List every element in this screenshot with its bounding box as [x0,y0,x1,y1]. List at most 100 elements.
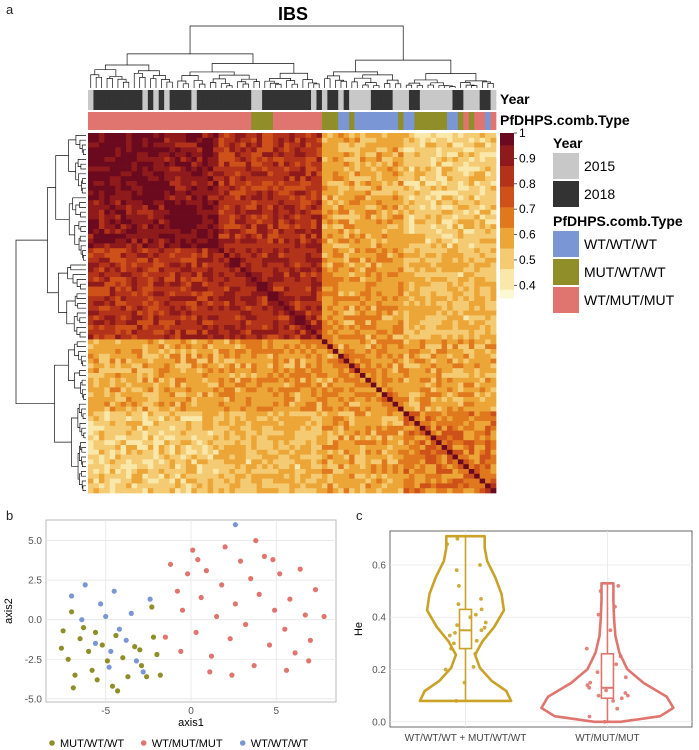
heatmap-cell [131,353,138,359]
heatmap-cell [93,253,100,259]
year-annotation-cell [490,90,497,110]
heatmap-cell [169,286,176,292]
heatmap-cell [202,137,209,143]
heatmap-cell [120,277,127,283]
heatmap-cell [240,325,247,331]
heatmap-cell [321,257,328,263]
heatmap-cell [147,339,154,345]
heatmap-cell [126,229,132,235]
heatmap-cell [381,195,388,201]
heatmap-cell [332,344,339,350]
heatmap-cell [262,142,268,148]
heatmap-cell [93,272,100,278]
heatmap-cell [457,200,464,206]
heatmap-cell [343,329,350,335]
heatmap-cell [370,411,377,417]
heatmap-cell [311,373,317,379]
heatmap-cell [403,152,410,158]
heatmap-cell [262,147,268,153]
heatmap-cell [447,176,453,182]
heatmap-cell [120,190,127,196]
heatmap-cell [452,243,459,249]
heatmap-cell [403,248,410,254]
heatmap-cell [327,310,334,316]
heatmap-cell [224,224,230,230]
heatmap-cell [452,277,459,283]
heatmap-cell [169,315,176,321]
heatmap-cell [104,329,111,335]
heatmap-cell [376,301,383,307]
heatmap-cell [218,353,225,359]
heatmap-cell [196,277,203,283]
heatmap-cell [147,161,154,167]
heatmap-cell [436,205,442,211]
heatmap-cell [153,353,160,359]
heatmap-cell [175,238,181,244]
heatmap-cell [327,272,334,278]
heatmap-cell [213,161,219,167]
heatmap-cell [392,253,399,259]
heatmap-cell [240,176,247,182]
heatmap-cell [207,406,214,412]
heatmap-cell [104,147,111,153]
heatmap-cell [256,281,263,287]
heatmap-cell [234,277,241,283]
heatmap-cell [354,142,361,148]
heatmap-cell [485,277,491,283]
heatmap-cell [300,416,306,422]
heatmap-cell [376,161,383,167]
type-annotation-cell [272,112,279,130]
heatmap-cell [452,161,459,167]
heatmap-cell [158,382,165,388]
type-annotation-cell [218,112,225,130]
heatmap-cell [109,305,116,311]
heatmap-cell [430,320,437,326]
heatmap-cell [300,152,306,158]
heatmap-cell [256,397,263,403]
heatmap-cell [245,296,252,302]
heatmap-cell [463,382,470,388]
heatmap-cell [256,406,263,412]
heatmap-cell [321,190,328,196]
heatmap-cell [403,401,410,407]
heatmap-cell [376,209,383,215]
type-annotation-cell [452,112,459,130]
heatmap-cell [98,329,105,335]
heatmap-cell [202,344,209,350]
heatmap-cell [370,142,377,148]
heatmap-cell [202,339,209,345]
heatmap-cell [457,349,464,355]
heatmap-cell [343,373,350,379]
heatmap-cell [185,181,192,187]
heatmap-cell [262,377,268,383]
heatmap-cell [109,214,116,220]
heatmap-cell [283,233,290,239]
heatmap-cell [343,305,350,311]
heatmap-cell [164,416,170,422]
heatmap-cell [136,425,143,431]
heatmap-cell [131,286,138,292]
heatmap-cell [109,176,116,182]
heatmap-cell [425,301,432,307]
heatmap-cell [392,171,399,177]
heatmap-cell [343,301,350,307]
heatmap-cell [365,257,372,263]
heatmap-cell [419,238,426,244]
heatmap-cell [196,200,203,206]
heatmap-cell [360,219,366,225]
heatmap-cell [180,195,187,201]
heatmap-cell [240,397,247,403]
heatmap-cell [430,229,437,235]
heatmap-cell [272,325,279,331]
heatmap-cell [262,238,268,244]
heatmap-cell [207,281,214,287]
heatmap-cell [349,373,355,379]
heatmap-cell [278,281,285,287]
heatmap-cell [93,368,100,374]
heatmap-cell [490,267,497,273]
heatmap-cell [98,176,105,182]
heatmap-cell [93,334,100,340]
heatmap-cell [332,315,339,321]
heatmap-cell [109,320,116,326]
dendrogram-branch [79,473,83,485]
